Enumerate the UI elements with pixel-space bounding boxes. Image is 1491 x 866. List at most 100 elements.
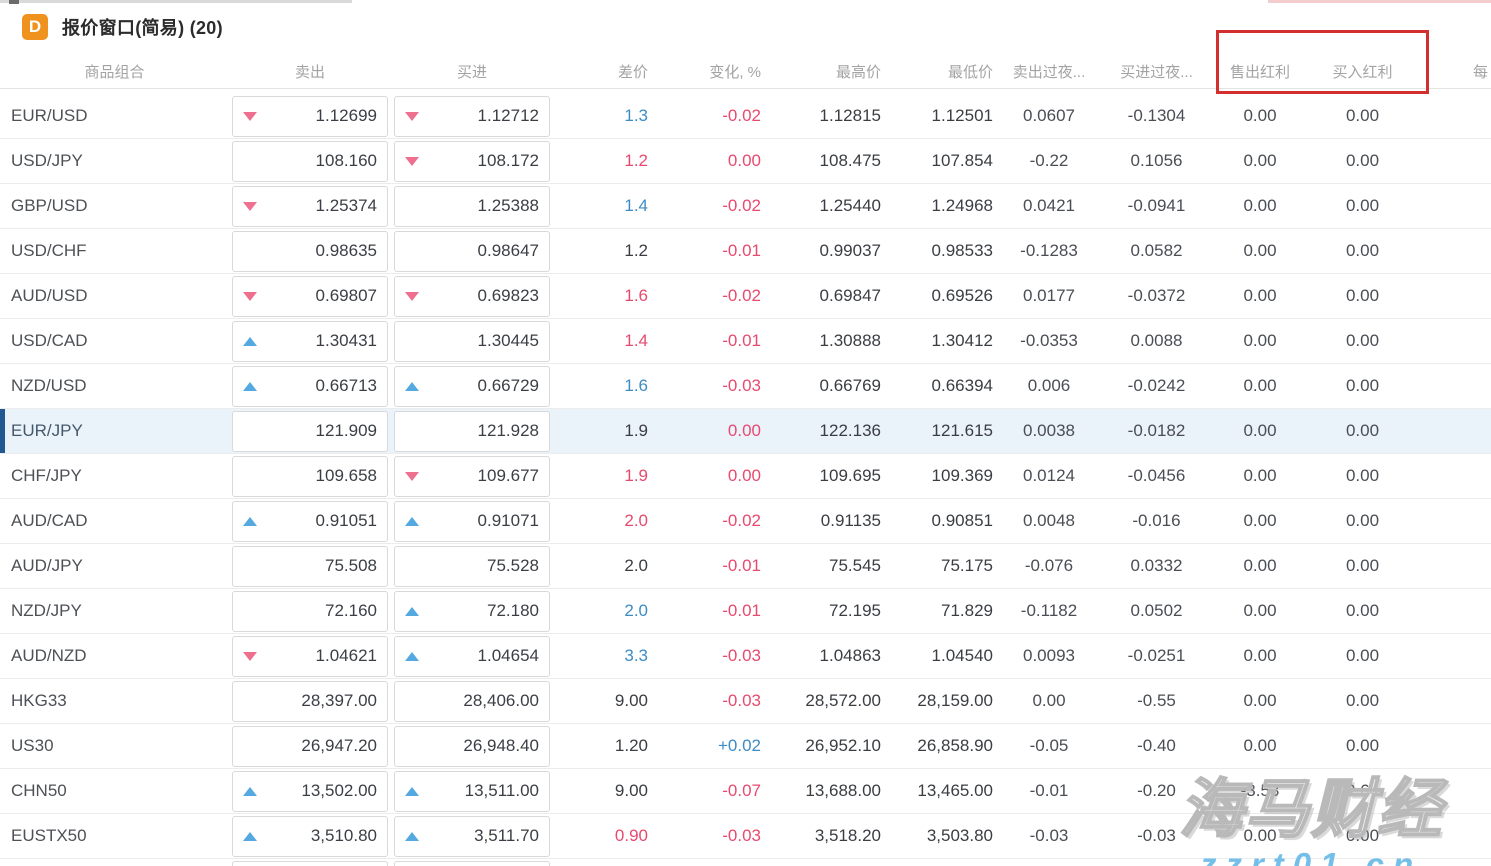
sell-quote-button[interactable]: 72.160 <box>232 590 388 632</box>
col-header-buy-dividend[interactable]: 买入红利 <box>1332 64 1393 81</box>
sell-price: 75.508 <box>325 556 377 575</box>
buy-quote-button[interactable]: 1.25388 <box>394 185 550 227</box>
buy-dividend-value: 0.00 <box>1345 241 1380 260</box>
table-row[interactable]: AUD/USD 0.69807 0.69823 1.6 -0.02 0.6984… <box>0 274 1491 319</box>
col-header-sell-swap[interactable]: 卖出过夜... <box>1012 64 1086 81</box>
table-row[interactable]: NZD/JPY 72.160 72.180 2.0 -0.01 72.195 7… <box>0 589 1491 634</box>
sell-quote-button[interactable]: 1.25374 <box>232 185 388 227</box>
sell-quote-button[interactable]: 75.508 <box>232 545 388 587</box>
buy-quote-button[interactable]: 3,511.70 <box>394 815 550 857</box>
high-price: 1.04863 <box>819 646 881 665</box>
sell-quote-button[interactable] <box>232 860 388 866</box>
sell-price: 26,947.20 <box>301 736 377 755</box>
sell-quote-button[interactable]: 109.658 <box>232 455 388 497</box>
low-price: 1.30412 <box>931 331 993 350</box>
col-header-sell-dividend[interactable]: 售出红利 <box>1229 64 1290 81</box>
table-row[interactable] <box>0 859 1491 866</box>
buy-quote-button[interactable]: 108.172 <box>394 140 550 182</box>
table-row[interactable]: EUR/JPY 121.909 121.928 1.9 0.00 122.136… <box>0 409 1491 454</box>
change-percent-value: -0.01 <box>722 601 761 620</box>
table-row[interactable]: EUR/USD 1.12699 1.12712 1.3 -0.02 1.1281… <box>0 94 1491 139</box>
sell-price: 3,510.80 <box>310 826 377 845</box>
buy-quote-button[interactable]: 75.528 <box>394 545 550 587</box>
buy-trend-icon <box>405 381 419 391</box>
col-header-change[interactable]: 变化, % <box>709 64 761 81</box>
sell-quote-button[interactable]: 0.69807 <box>232 275 388 317</box>
table-row[interactable]: GBP/USD 1.25374 1.25388 1.4 -0.02 1.2544… <box>0 184 1491 229</box>
buy-quote-button[interactable]: 13,511.00 <box>394 770 550 812</box>
high-price: 13,688.00 <box>805 781 881 800</box>
sell-quote-button[interactable]: 108.160 <box>232 140 388 182</box>
sell-quote-button[interactable]: 26,947.20 <box>232 725 388 767</box>
col-header-per[interactable]: 每 <box>1473 64 1489 81</box>
spread-value: 9.00 <box>614 781 648 800</box>
buy-trend-icon <box>405 831 419 841</box>
buy-price: 1.12712 <box>477 106 539 125</box>
buy-price: 3,511.70 <box>474 826 539 845</box>
buy-quote-cell: 108.172 <box>391 140 553 182</box>
col-header-buy[interactable]: 买进 <box>456 64 487 81</box>
buy-quote-button[interactable]: 1.12712 <box>394 95 550 137</box>
buy-dividend-value: 0.00 <box>1345 286 1380 305</box>
buy-quote-button[interactable]: 0.69823 <box>394 275 550 317</box>
table-row[interactable]: AUD/JPY 75.508 75.528 2.0 -0.01 75.545 7… <box>0 544 1491 589</box>
buy-quote-cell: 1.12712 <box>391 95 553 137</box>
sell-quote-button[interactable]: 13,502.00 <box>232 770 388 812</box>
window-titlebar: D 报价窗口(简易) (20) <box>22 14 223 40</box>
table-row[interactable]: CHN50 13,502.00 13,511.00 9.00 -0.07 13,… <box>0 769 1491 814</box>
symbol-cell: AUD/CAD <box>11 511 88 530</box>
sell-quote-button[interactable]: 1.12699 <box>232 95 388 137</box>
buy-quote-button[interactable]: 1.04654 <box>394 635 550 677</box>
buy-quote-button[interactable]: 72.180 <box>394 590 550 632</box>
sell-quote-button[interactable]: 1.30431 <box>232 320 388 362</box>
buy-quote-button[interactable] <box>394 860 550 866</box>
sell-dividend-value: 0.00 <box>1243 241 1277 260</box>
table-row[interactable]: USD/JPY 108.160 108.172 1.2 0.00 108.475… <box>0 139 1491 184</box>
buy-dividend-value: 0.00 <box>1345 691 1380 710</box>
spread-value: 1.4 <box>624 196 648 215</box>
sell-quote-button[interactable]: 28,397.00 <box>232 680 388 722</box>
table-row[interactable]: NZD/USD 0.66713 0.66729 1.6 -0.03 0.6676… <box>0 364 1491 409</box>
buy-price: 1.04654 <box>477 646 539 665</box>
sell-swap-value: 0.006 <box>1027 376 1071 395</box>
table-row[interactable]: USD/CAD 1.30431 1.30445 1.4 -0.01 1.3088… <box>0 319 1491 364</box>
spread-value: 0.90 <box>614 826 648 845</box>
sell-price: 121.909 <box>315 421 377 440</box>
col-header-spread[interactable]: 差价 <box>617 64 648 81</box>
sell-swap-value: 0.0093 <box>1023 646 1075 665</box>
buy-quote-button[interactable]: 28,406.00 <box>394 680 550 722</box>
sell-dividend-value: 0.00 <box>1243 151 1277 170</box>
sell-quote-button[interactable]: 0.98635 <box>232 230 388 272</box>
buy-quote-button[interactable]: 0.98647 <box>394 230 550 272</box>
table-row[interactable]: AUD/CAD 0.91051 0.91071 2.0 -0.02 0.9113… <box>0 499 1491 544</box>
col-header-high[interactable]: 最高价 <box>835 64 881 81</box>
table-row[interactable]: AUD/NZD 1.04621 1.04654 3.3 -0.03 1.0486… <box>0 634 1491 679</box>
buy-swap-value: -0.0456 <box>1127 466 1186 485</box>
buy-quote-button[interactable]: 26,948.40 <box>394 725 550 767</box>
sell-quote-button[interactable]: 3,510.80 <box>232 815 388 857</box>
table-row[interactable]: HKG33 28,397.00 28,406.00 9.00 -0.03 28,… <box>0 679 1491 724</box>
buy-quote-button[interactable]: 109.677 <box>394 455 550 497</box>
table-row[interactable]: EUSTX50 3,510.80 3,511.70 0.90 -0.03 3,5… <box>0 814 1491 859</box>
col-header-symbol[interactable]: 商品组合 <box>84 64 145 81</box>
sell-quote-button[interactable]: 0.66713 <box>232 365 388 407</box>
sell-quote-cell: 13,502.00 <box>229 770 391 812</box>
table-row[interactable]: CHF/JPY 109.658 109.677 1.9 0.00 109.695… <box>0 454 1491 499</box>
col-header-sell[interactable]: 卖出 <box>294 64 325 81</box>
col-header-buy-swap[interactable]: 买进过夜... <box>1120 64 1193 81</box>
spread-value: 1.2 <box>624 241 648 260</box>
buy-quote-button[interactable]: 1.30445 <box>394 320 550 362</box>
sell-quote-cell: 26,947.20 <box>229 725 391 767</box>
col-header-low[interactable]: 最低价 <box>947 64 993 81</box>
buy-quote-button[interactable]: 0.66729 <box>394 365 550 407</box>
sell-quote-button[interactable]: 121.909 <box>232 410 388 452</box>
buy-quote-button[interactable]: 0.91071 <box>394 500 550 542</box>
buy-price: 108.172 <box>477 151 539 170</box>
sell-dividend-value: 0.00 <box>1243 601 1277 620</box>
sell-dividend-value: 0.00 <box>1243 511 1277 530</box>
sell-quote-button[interactable]: 0.91051 <box>232 500 388 542</box>
sell-quote-button[interactable]: 1.04621 <box>232 635 388 677</box>
table-row[interactable]: US30 26,947.20 26,948.40 1.20 +0.02 26,9… <box>0 724 1491 769</box>
table-row[interactable]: USD/CHF 0.98635 0.98647 1.2 -0.01 0.9903… <box>0 229 1491 274</box>
buy-quote-button[interactable]: 121.928 <box>394 410 550 452</box>
